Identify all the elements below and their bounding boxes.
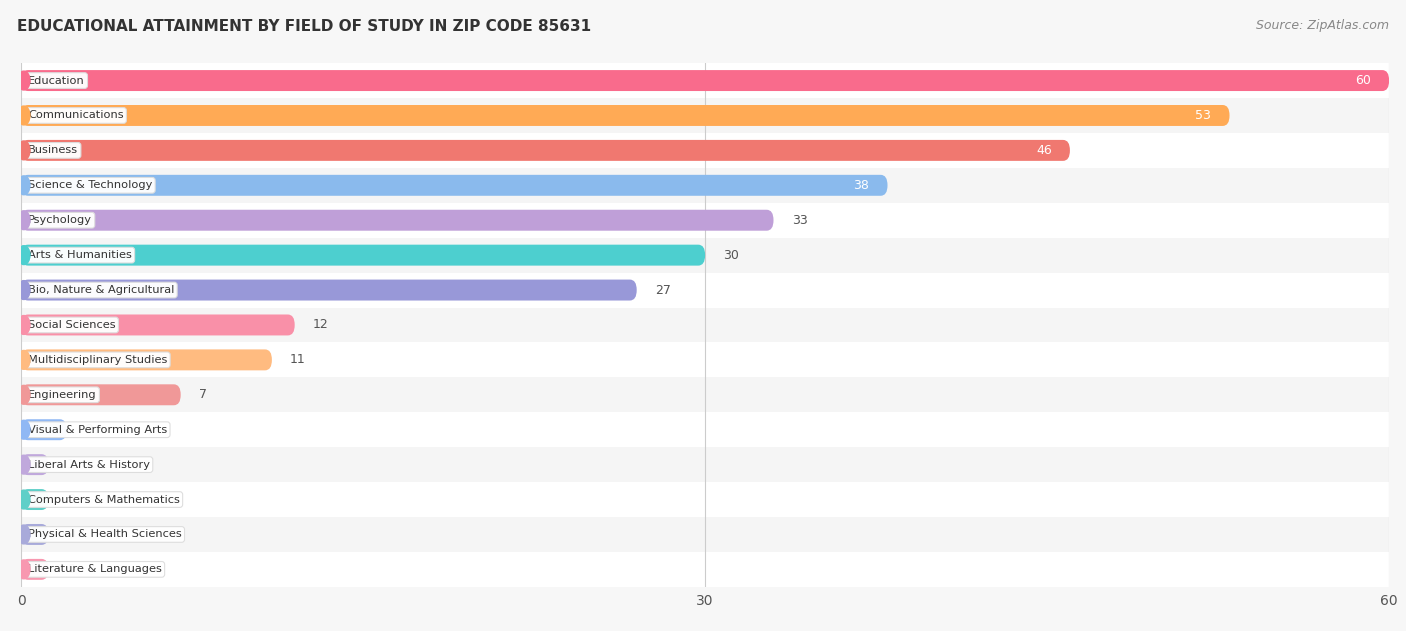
Text: Engineering: Engineering bbox=[28, 390, 97, 400]
Bar bbox=[21, 482, 1389, 517]
Text: Computers & Mathematics: Computers & Mathematics bbox=[28, 495, 180, 505]
FancyBboxPatch shape bbox=[21, 105, 1229, 126]
Text: Business: Business bbox=[28, 145, 79, 155]
Circle shape bbox=[18, 350, 30, 369]
FancyBboxPatch shape bbox=[21, 314, 295, 336]
Circle shape bbox=[18, 245, 30, 264]
Bar bbox=[21, 203, 1389, 238]
Text: Bio, Nature & Agricultural: Bio, Nature & Agricultural bbox=[28, 285, 174, 295]
Circle shape bbox=[18, 281, 30, 300]
FancyBboxPatch shape bbox=[21, 454, 48, 475]
Text: 1: 1 bbox=[66, 458, 75, 471]
Text: Education: Education bbox=[28, 76, 84, 86]
Text: 60: 60 bbox=[1355, 74, 1371, 87]
Text: 11: 11 bbox=[290, 353, 307, 367]
Text: 27: 27 bbox=[655, 283, 671, 297]
FancyBboxPatch shape bbox=[21, 384, 181, 405]
Circle shape bbox=[18, 141, 30, 160]
Text: EDUCATIONAL ATTAINMENT BY FIELD OF STUDY IN ZIP CODE 85631: EDUCATIONAL ATTAINMENT BY FIELD OF STUDY… bbox=[17, 19, 591, 34]
Bar bbox=[21, 343, 1389, 377]
FancyBboxPatch shape bbox=[21, 419, 66, 440]
Text: 2: 2 bbox=[84, 423, 93, 436]
Bar bbox=[21, 168, 1389, 203]
FancyBboxPatch shape bbox=[21, 280, 637, 300]
Text: 12: 12 bbox=[314, 319, 329, 331]
Text: Source: ZipAtlas.com: Source: ZipAtlas.com bbox=[1256, 19, 1389, 32]
Circle shape bbox=[18, 455, 30, 474]
Circle shape bbox=[18, 316, 30, 334]
Bar bbox=[21, 238, 1389, 273]
Bar bbox=[21, 412, 1389, 447]
Text: Visual & Performing Arts: Visual & Performing Arts bbox=[28, 425, 167, 435]
Circle shape bbox=[18, 490, 30, 509]
Bar bbox=[21, 377, 1389, 412]
Text: 0: 0 bbox=[66, 493, 75, 506]
Text: 0: 0 bbox=[66, 563, 75, 576]
Circle shape bbox=[18, 106, 30, 125]
Bar bbox=[21, 307, 1389, 343]
Bar bbox=[21, 63, 1389, 98]
Bar bbox=[21, 273, 1389, 307]
Bar bbox=[21, 98, 1389, 133]
Text: 33: 33 bbox=[792, 214, 807, 227]
FancyBboxPatch shape bbox=[21, 524, 48, 545]
Text: Science & Technology: Science & Technology bbox=[28, 180, 152, 191]
Bar bbox=[21, 447, 1389, 482]
Circle shape bbox=[18, 560, 30, 579]
Text: 46: 46 bbox=[1036, 144, 1052, 157]
Text: Liberal Arts & History: Liberal Arts & History bbox=[28, 459, 150, 469]
FancyBboxPatch shape bbox=[21, 70, 1389, 91]
FancyBboxPatch shape bbox=[21, 209, 773, 231]
Text: 30: 30 bbox=[723, 249, 740, 262]
FancyBboxPatch shape bbox=[21, 175, 887, 196]
FancyBboxPatch shape bbox=[21, 140, 1070, 161]
FancyBboxPatch shape bbox=[21, 350, 271, 370]
Text: 53: 53 bbox=[1195, 109, 1212, 122]
Circle shape bbox=[18, 386, 30, 404]
Text: 7: 7 bbox=[198, 388, 207, 401]
FancyBboxPatch shape bbox=[21, 245, 706, 266]
Bar bbox=[21, 133, 1389, 168]
Text: Multidisciplinary Studies: Multidisciplinary Studies bbox=[28, 355, 167, 365]
Circle shape bbox=[18, 71, 30, 90]
Circle shape bbox=[18, 176, 30, 195]
Bar bbox=[21, 552, 1389, 587]
Text: 0: 0 bbox=[66, 528, 75, 541]
Bar bbox=[21, 517, 1389, 552]
Text: Physical & Health Sciences: Physical & Health Sciences bbox=[28, 529, 181, 540]
Text: 38: 38 bbox=[853, 179, 869, 192]
Circle shape bbox=[18, 420, 30, 439]
Circle shape bbox=[18, 211, 30, 230]
FancyBboxPatch shape bbox=[21, 559, 48, 580]
Circle shape bbox=[18, 525, 30, 544]
Text: Social Sciences: Social Sciences bbox=[28, 320, 115, 330]
Text: Arts & Humanities: Arts & Humanities bbox=[28, 250, 132, 260]
Text: Psychology: Psychology bbox=[28, 215, 91, 225]
Text: Communications: Communications bbox=[28, 110, 124, 121]
Text: Literature & Languages: Literature & Languages bbox=[28, 564, 162, 574]
FancyBboxPatch shape bbox=[21, 489, 48, 510]
